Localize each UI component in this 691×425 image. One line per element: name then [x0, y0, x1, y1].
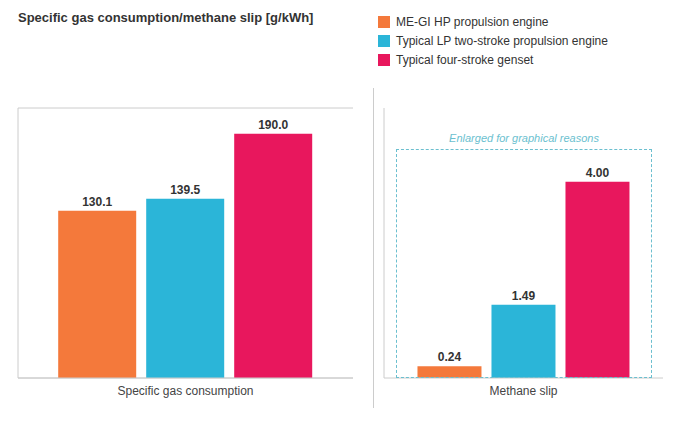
svg-text:0.24: 0.24: [438, 350, 462, 364]
svg-text:139.5: 139.5: [170, 183, 200, 197]
svg-text:190.0: 190.0: [258, 118, 288, 132]
svg-text:1.49: 1.49: [512, 289, 536, 303]
html-text:Enlarged for graphical reasons: Enlarged for graphical reasons: [449, 131, 599, 144]
svg-text:4.00: 4.00: [586, 166, 610, 180]
svg-text:Specific gas consumption: Specific gas consumption: [117, 384, 253, 398]
html-text:Typical LP two-stroke propulsi: Typical LP two-stroke propulsion engine: [396, 33, 608, 48]
html-text:ME-GI HP propulsion engine: ME-GI HP propulsion engine: [396, 14, 549, 29]
svg-text:130.1: 130.1: [82, 195, 112, 209]
html-text:Typical four-stroke genset: Typical four-stroke genset: [396, 52, 534, 67]
html-text:Specific gas consumption/metha: Specific gas consumption/methane slip [g…: [18, 10, 314, 25]
svg-text:Methane slip: Methane slip: [489, 384, 557, 398]
